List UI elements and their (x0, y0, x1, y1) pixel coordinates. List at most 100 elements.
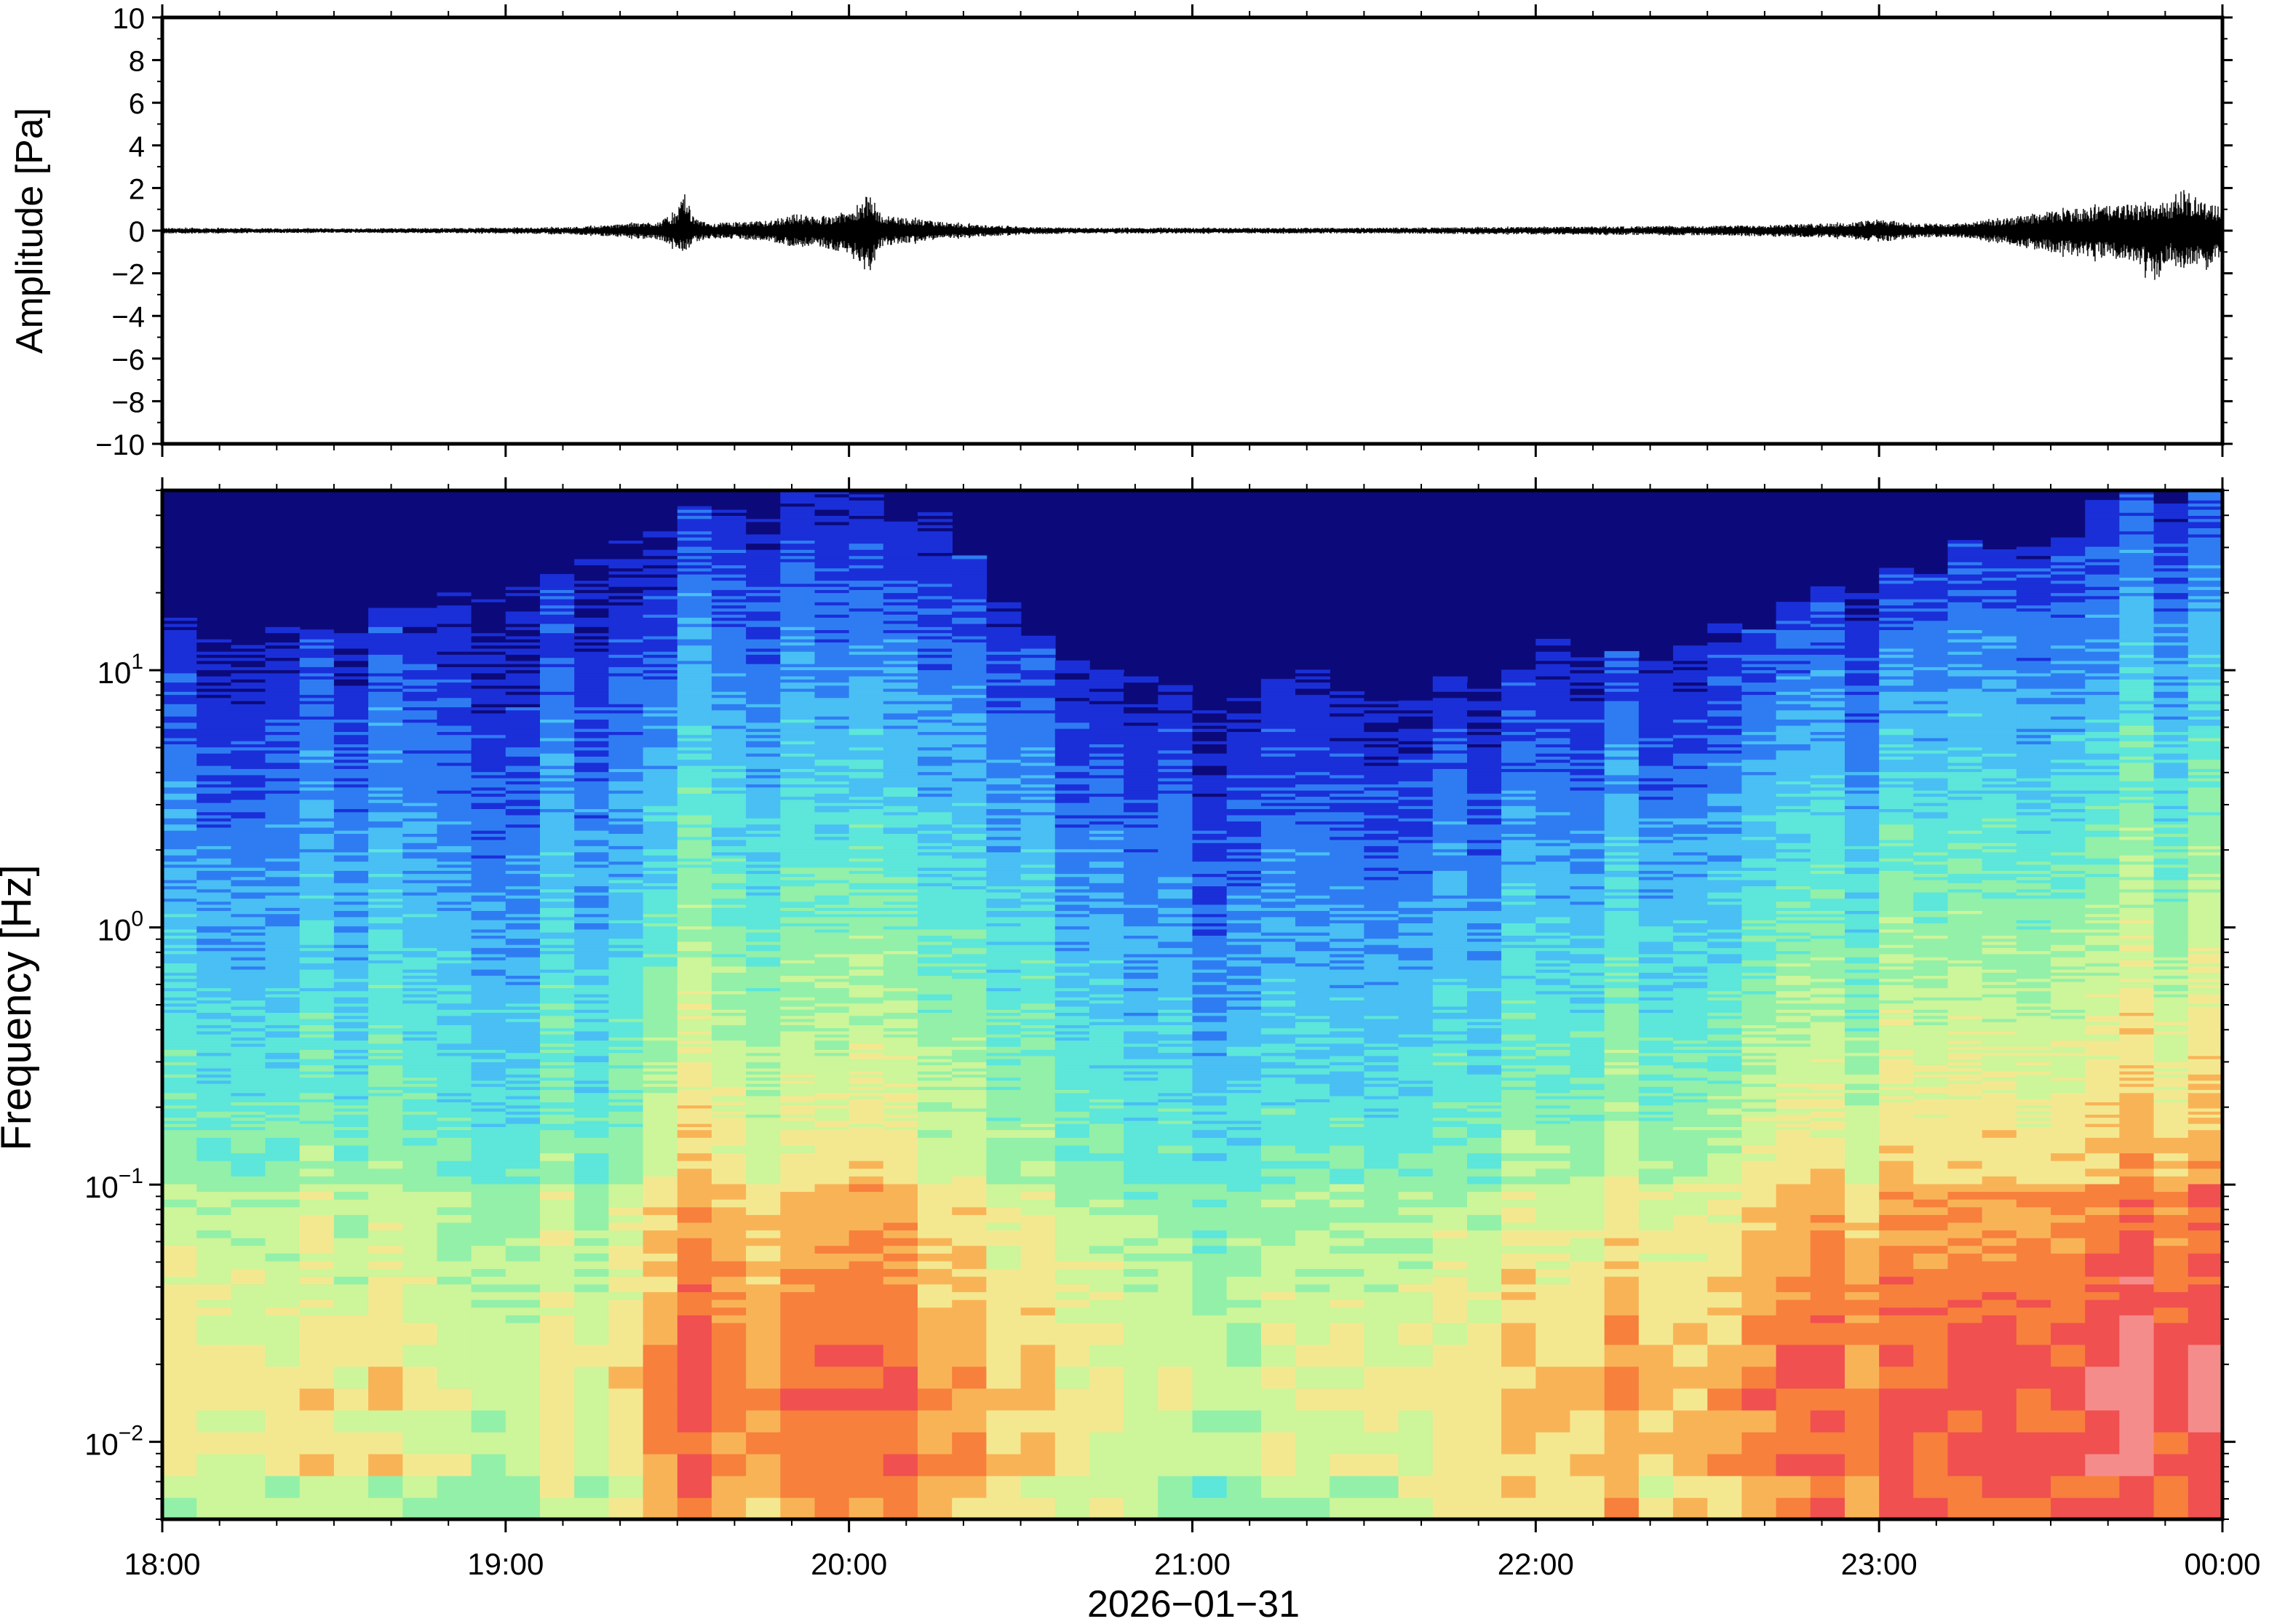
spectrogram-cell (231, 1114, 266, 1118)
spectrogram-cell (162, 639, 197, 642)
spectrogram-cell (368, 1388, 404, 1411)
spectrogram-cell (402, 679, 438, 683)
spectrogram-cell (265, 1206, 301, 1215)
spectrogram-cell (918, 1074, 953, 1078)
spectrogram-cell (883, 932, 918, 936)
spectrogram-cell (471, 941, 506, 945)
spectrogram-cell (746, 1453, 782, 1476)
spectrogram-cell (505, 781, 541, 785)
spectrogram-cell (402, 1000, 438, 1004)
spectrogram-cell (402, 1052, 438, 1056)
spectrogram-cell (608, 589, 644, 594)
spectrogram-cell (299, 1030, 335, 1035)
spectrogram-cell (780, 528, 816, 532)
spectrogram-cell (299, 1095, 335, 1099)
spectrogram-cell (196, 642, 232, 646)
spectrogram-cell (231, 861, 266, 865)
spectrogram-cell (540, 990, 575, 995)
spectrogram-cell (746, 879, 782, 883)
spectrogram-cell (883, 1123, 918, 1127)
spectrogram-cell (540, 1027, 575, 1032)
spectrogram-cell (540, 1283, 575, 1292)
spectrogram-cell (677, 546, 712, 550)
spectrogram-cell (540, 781, 575, 785)
spectrogram-cell (368, 645, 404, 649)
spectrogram-cell (608, 861, 644, 865)
spectrogram-cell (368, 1070, 404, 1075)
spectrogram-cell (231, 1160, 266, 1169)
spectrogram-cell (746, 1120, 782, 1124)
spectrogram-cell (883, 1095, 918, 1099)
spectrogram-cell (849, 685, 884, 689)
spectrogram-cell (574, 583, 610, 587)
spectrogram-cell (746, 774, 782, 779)
spectrogram-cell (505, 784, 541, 788)
spectrogram-cell (333, 749, 369, 754)
spectrogram-cell (333, 1067, 369, 1072)
spectrogram-cell (471, 944, 506, 948)
spectrogram-cell (918, 1388, 953, 1411)
spectrogram-cell (849, 1145, 884, 1154)
spectrogram-cell (677, 1206, 712, 1215)
spectrogram-cell (196, 749, 232, 754)
spectrogram-cell (711, 509, 747, 513)
spectrogram-cell (574, 907, 610, 911)
spectrogram-cell (574, 799, 610, 803)
spectrogram-cell (162, 620, 197, 624)
spectrogram-cell (437, 1117, 472, 1121)
spectrogram-cell (677, 700, 712, 704)
spectrogram-cell (677, 1095, 712, 1099)
spectrogram-cell (643, 1027, 678, 1032)
spectrogram-cell (677, 916, 712, 920)
spectrogram-cell (368, 845, 404, 850)
spectrogram-cell (677, 960, 712, 964)
spectrogram-cell (196, 920, 232, 923)
spectrogram-cell (608, 960, 644, 964)
spectrogram-cell (540, 799, 575, 803)
spectrogram-cell (814, 907, 850, 911)
spectrogram-cell (608, 663, 644, 667)
spectrogram-cell (437, 747, 472, 751)
spectrogram-cell (677, 920, 712, 923)
spectrogram-cell (711, 734, 747, 739)
spectrogram-cell (231, 1283, 266, 1292)
spectrogram-cell (608, 777, 644, 781)
spectrogram-cell (437, 694, 472, 698)
spectrogram-cell (299, 932, 335, 936)
spectrogram-cell (505, 891, 541, 896)
spectrogram-cell (746, 981, 782, 985)
spectrogram-cell (368, 1049, 404, 1054)
spectrogram-cell (540, 1123, 575, 1127)
spectrogram-cell (746, 1080, 782, 1084)
spectrogram-cell (540, 759, 575, 763)
spectrogram-cell (574, 759, 610, 763)
spectrogram-cell (746, 1253, 782, 1262)
spectrogram-cell (299, 861, 335, 865)
spectrogram-cell (471, 1015, 506, 1019)
spectrogram-cell (471, 592, 506, 597)
spectrogram-cell (437, 1475, 472, 1498)
spectrogram-cell (780, 496, 816, 501)
spectrogram-cell (608, 1275, 644, 1285)
spectrogram-cell (608, 1283, 644, 1292)
spectrogram-cell (746, 1176, 782, 1185)
spectrogram-cell (265, 1214, 301, 1223)
spectrogram-cell (540, 694, 575, 698)
spectrogram-cell (437, 1003, 472, 1007)
spectrogram-cell (643, 861, 678, 865)
spectrogram-cell (196, 997, 232, 1000)
spectrogram-cell (608, 787, 644, 791)
spectrogram-cell (677, 589, 712, 594)
spectrogram-cell (368, 802, 404, 806)
spectrogram-cell (574, 725, 610, 729)
spectrogram-cell (368, 981, 404, 985)
spectrogram-cell (883, 589, 918, 594)
spectrogram-cell (196, 891, 232, 896)
spectrogram-cell (437, 1058, 472, 1062)
spectrogram-cell (780, 1040, 816, 1044)
spectrogram-cell (299, 1283, 335, 1292)
spectrogram-cell (814, 947, 850, 952)
spectrogram-cell (162, 968, 197, 973)
spectrogram-cell (540, 1000, 575, 1004)
spectrogram-cell (643, 605, 678, 609)
